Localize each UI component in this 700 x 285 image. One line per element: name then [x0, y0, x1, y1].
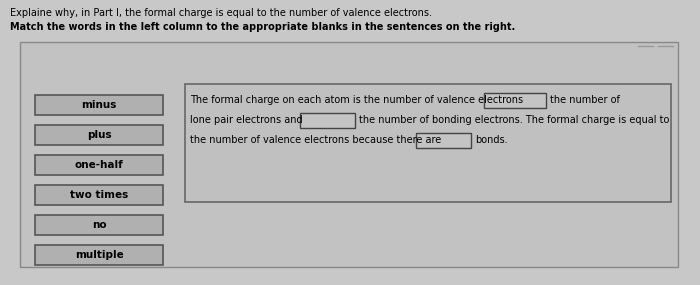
Text: two times: two times	[70, 190, 128, 200]
Text: one-half: one-half	[75, 160, 123, 170]
Text: no: no	[92, 220, 106, 230]
FancyBboxPatch shape	[35, 155, 163, 175]
FancyBboxPatch shape	[35, 215, 163, 235]
Text: minus: minus	[81, 100, 117, 110]
Text: the number of valence electrons because there are: the number of valence electrons because …	[190, 135, 441, 145]
Text: lone pair electrons and: lone pair electrons and	[190, 115, 302, 125]
FancyBboxPatch shape	[185, 84, 671, 202]
Text: the number of bonding electrons. The formal charge is equal to: the number of bonding electrons. The for…	[359, 115, 669, 125]
FancyBboxPatch shape	[35, 95, 163, 115]
Text: Explaine why, in Part I, the formal charge is equal to the number of valence ele: Explaine why, in Part I, the formal char…	[10, 8, 432, 18]
Text: plus: plus	[87, 130, 111, 140]
FancyBboxPatch shape	[35, 245, 163, 265]
Text: The formal charge on each atom is the number of valence electrons: The formal charge on each atom is the nu…	[190, 95, 523, 105]
FancyBboxPatch shape	[484, 93, 546, 107]
Text: Match the words in the left column to the appropriate blanks in the sentences on: Match the words in the left column to th…	[10, 22, 515, 32]
Text: the number of: the number of	[550, 95, 620, 105]
FancyBboxPatch shape	[35, 185, 163, 205]
FancyBboxPatch shape	[416, 133, 471, 148]
Text: bonds.: bonds.	[475, 135, 507, 145]
Text: multiple: multiple	[75, 250, 123, 260]
FancyBboxPatch shape	[300, 113, 355, 127]
FancyBboxPatch shape	[35, 125, 163, 145]
FancyBboxPatch shape	[20, 42, 678, 267]
